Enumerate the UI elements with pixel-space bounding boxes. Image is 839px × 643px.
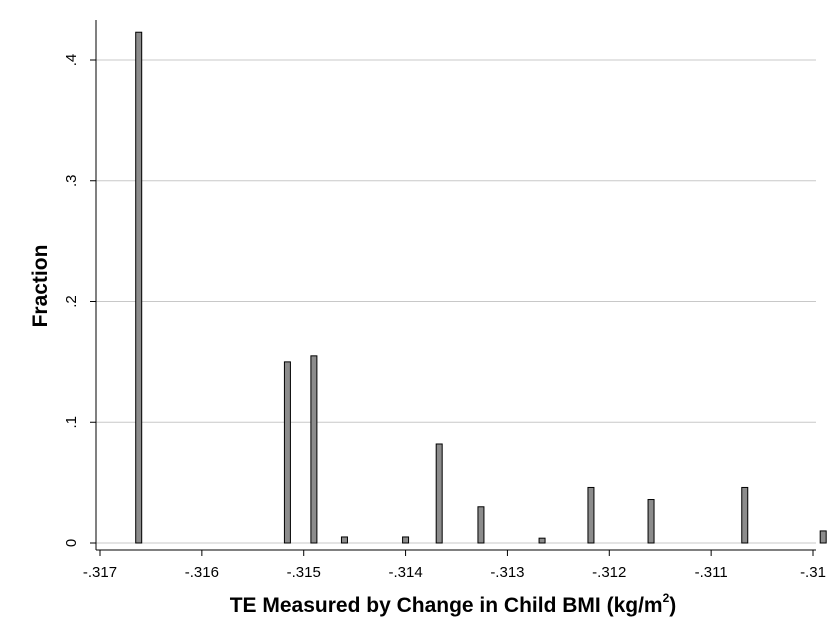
- x-tick-label: -.314: [388, 564, 422, 581]
- axes-group: [95, 20, 816, 551]
- x-axis-title: TE Measured by Change in Child BMI (kg/m…: [230, 591, 677, 617]
- histogram-bar: [340, 536, 348, 544]
- histogram-bar: [283, 361, 291, 544]
- histogram-bar: [477, 506, 485, 544]
- x-tick-label: -.315: [287, 564, 321, 581]
- y-tick-label: .2: [63, 295, 80, 308]
- histogram-bar: [741, 486, 749, 544]
- y-tick-label: .3: [63, 174, 80, 187]
- gridlines: [96, 59, 816, 544]
- histogram-bar: [402, 536, 410, 544]
- histogram-bar: [310, 355, 318, 544]
- x-tick-label: -.312: [592, 564, 626, 581]
- histogram-bar: [538, 537, 546, 544]
- y-tick-label: .4: [63, 54, 80, 67]
- x-tick-label: -.316: [185, 564, 219, 581]
- histogram-bar: [647, 499, 655, 544]
- y-ticks: 0 .1 .2 .3 .4: [63, 54, 96, 547]
- x-tick-label: -.313: [490, 564, 524, 581]
- x-ticks: -.317 -.316 -.315 -.314 -.313 -.312 -.311 -.31: [83, 550, 826, 581]
- histogram-bar: [435, 443, 443, 544]
- histogram-bar: [587, 486, 595, 544]
- y-tick-label: .1: [63, 416, 80, 429]
- histogram-bar: [135, 31, 143, 544]
- y-axis-title: Fraction: [29, 245, 52, 328]
- x-tick-label: -.311: [695, 564, 728, 581]
- y-tick-label: 0: [63, 539, 80, 547]
- histogram-bar: [819, 530, 827, 544]
- x-tick-label: -.31: [800, 564, 826, 581]
- bars-group: [135, 31, 827, 544]
- x-tick-label: -.317: [83, 564, 117, 581]
